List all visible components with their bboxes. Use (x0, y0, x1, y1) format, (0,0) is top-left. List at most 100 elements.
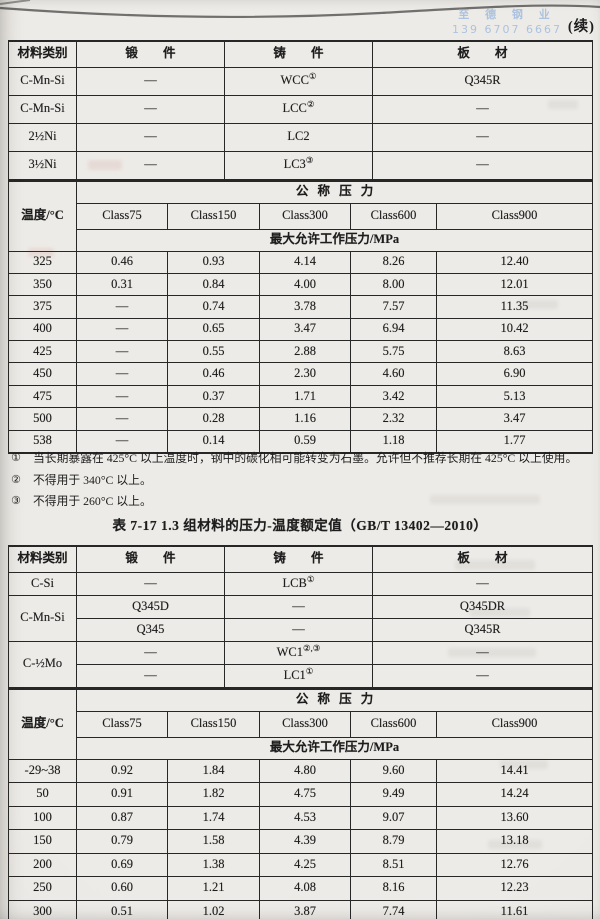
class300-value-cell: 2.30 (259, 362, 351, 386)
pressure-data-row: 200 0.69 1.38 4.25 8.51 12.76 (8, 852, 594, 877)
pressure-data-row: 500 — 0.28 1.16 2.32 3.47 (8, 407, 594, 431)
class150-value-cell: 0.55 (167, 340, 260, 364)
class300-value-cell: 4.08 (259, 876, 351, 901)
pressure-data-row: 400 — 0.65 3.47 6.94 10.42 (8, 317, 594, 342)
class900-value-cell: 6.90 (435, 362, 594, 386)
temperature-cell: 538 (8, 429, 77, 454)
class300-value-cell: 4.80 (259, 758, 351, 783)
temperature-cell: 50 (8, 782, 77, 807)
continued-label: (续) (567, 19, 595, 35)
material-row: C-Mn-Si — WCC① Q345R (8, 66, 593, 96)
footnote: ② 不得用于 340°C 以上。 (11, 473, 591, 489)
class600-value-cell: 8.26 (350, 250, 437, 274)
temperature-cell: 200 (8, 852, 77, 877)
pressure-data-row: 425 — 0.55 2.88 5.75 8.63 (8, 340, 594, 364)
class900-value-cell: 12.01 (435, 272, 594, 297)
class150-value-cell: 0.84 (167, 272, 260, 297)
forging-cell: — (76, 66, 225, 96)
class300-value-cell: 4.75 (259, 782, 351, 807)
plate-cell: — (372, 122, 593, 152)
casting-cell: LC2 (224, 122, 373, 152)
material-category-cell: C-Si (8, 571, 77, 596)
watermark-company: 至 德 钢 业 (458, 8, 556, 21)
forging-cell: — (76, 150, 225, 180)
class150-value-cell: 0.37 (167, 384, 260, 409)
nominal-pressure-header: 公 称 压 力 (75, 179, 594, 204)
material-row: — LC1① — (9, 663, 593, 688)
watermark-phone: 139 6707 6667 (452, 23, 562, 37)
footnote-ref: ① (305, 665, 314, 676)
class600-value-cell: 8.00 (350, 272, 437, 297)
class300-value-cell: 4.25 (259, 852, 351, 877)
class300-value-cell: 3.47 (259, 317, 351, 342)
class900-value-cell: 12.40 (435, 250, 594, 274)
class75-value-cell: — (76, 384, 168, 409)
pressure-data-row: 50 0.91 1.82 4.75 9.49 14.24 (8, 782, 594, 807)
material-row: C-Mn-Si — LCC② — (8, 94, 593, 124)
temperature-cell: 475 (8, 384, 77, 409)
casting-cell: WCC① (224, 66, 373, 96)
class900-value-cell: 8.63 (435, 340, 594, 364)
class300-value-cell: 3.78 (259, 295, 351, 319)
class150-value-cell: 0.14 (167, 429, 260, 454)
material-category-cell: C-Mn-Si (8, 594, 77, 642)
class600-value-cell: 4.60 (350, 362, 437, 386)
plate-cell: — (372, 150, 593, 180)
class75-value-cell: 0.69 (76, 852, 168, 877)
class75-value-cell: 0.92 (76, 758, 168, 783)
material-row: C-Mn-Si Q345D — Q345DR (8, 594, 593, 642)
class900-value-cell: 12.23 (435, 876, 594, 901)
class-header: Class900 (435, 202, 594, 230)
class900-value-cell: 14.41 (435, 758, 594, 783)
mawp-header-row: 最大允许工作压力/MPa (9, 736, 594, 760)
casting-grade: — (292, 598, 305, 613)
class75-value-cell: 0.60 (76, 876, 168, 901)
class300-value-cell: 3.87 (259, 899, 351, 919)
class-header-row: Class75 Class150 Class300 Class600 Class… (9, 710, 594, 738)
forging-cell: — (76, 663, 225, 688)
class900-value-cell: 14.24 (435, 782, 594, 807)
temperature-cell: 400 (8, 317, 77, 342)
footnote-ref: ② (306, 98, 315, 109)
casting-grade: WCC (280, 73, 309, 88)
class-header: Class300 (259, 202, 351, 230)
table1-materials: 材料类别 锻 件 铸 件 板 材 C-Mn-Si — WCC① Q345R C-… (8, 40, 593, 180)
pressure-data-body: 325 0.46 0.93 4.14 8.26 12.40 350 0.31 0… (8, 250, 594, 454)
class75-value-cell: — (76, 429, 168, 454)
class900-value-cell: 10.42 (435, 317, 594, 342)
material-header-row: 材料类别 锻 件 铸 件 板 材 (8, 545, 593, 573)
table1-pressure-ratings: 温度/°C 公 称 压 力 Class75 Class150 Class300 … (8, 179, 594, 454)
class600-value-cell: 8.79 (350, 829, 437, 854)
col-header-material-category: 材料类别 (8, 40, 77, 68)
class300-value-cell: 4.14 (259, 250, 351, 274)
class900-value-cell: 13.18 (435, 829, 594, 854)
col-header-castings: 铸 件 (224, 545, 373, 573)
class150-value-cell: 1.38 (167, 852, 260, 877)
class300-value-cell: 1.16 (259, 407, 351, 431)
plate-cell: Q345R (372, 66, 593, 96)
casting-grade: LC1 (283, 667, 306, 682)
table2-caption: 表 7-17 1.3 组材料的压力-温度额定值（GB/T 13402—2010） (112, 518, 488, 533)
class900-value-cell: 11.35 (435, 295, 594, 319)
col-header-castings: 铸 件 (224, 40, 373, 68)
table2-materials: 材料类别 锻 件 铸 件 板 材 C-Si — LCB① — C-Mn-Si Q… (8, 545, 593, 688)
class150-value-cell: 1.21 (167, 876, 260, 901)
forging-cell: — (76, 571, 225, 596)
footnote: ① 当长期暴露在 425°C 以上温度时，钢中的碳化相可能转变为石墨。允许但不推… (11, 451, 591, 467)
class150-value-cell: 1.74 (167, 805, 260, 830)
footnote: ③ 不得用于 260°C 以上。 (11, 494, 591, 510)
casting-grade: WC1 (276, 644, 303, 659)
footnotes: ① 当长期暴露在 425°C 以上温度时，钢中的碳化相可能转变为石墨。允许但不推… (11, 451, 591, 516)
nominal-pressure-row: 温度/°C 公 称 压 力 (8, 687, 594, 760)
pressure-data-row: 150 0.79 1.58 4.39 8.79 13.18 (8, 829, 594, 854)
forging-cell: Q345 (76, 617, 225, 642)
mawp-header: 最大允许工作压力/MPa (75, 736, 594, 760)
table1: 材料类别 锻 件 铸 件 板 材 C-Mn-Si — WCC① Q345R C-… (8, 40, 594, 454)
pressure-data-row: 325 0.46 0.93 4.14 8.26 12.40 (8, 250, 594, 274)
plate-cell: — (372, 571, 593, 596)
class-header: Class900 (435, 710, 594, 738)
class600-value-cell: 8.51 (350, 852, 437, 877)
footnote-ref: ① (308, 70, 317, 81)
class600-value-cell: 7.57 (350, 295, 437, 319)
pressure-data-row: 100 0.87 1.74 4.53 9.07 13.60 (8, 805, 594, 830)
